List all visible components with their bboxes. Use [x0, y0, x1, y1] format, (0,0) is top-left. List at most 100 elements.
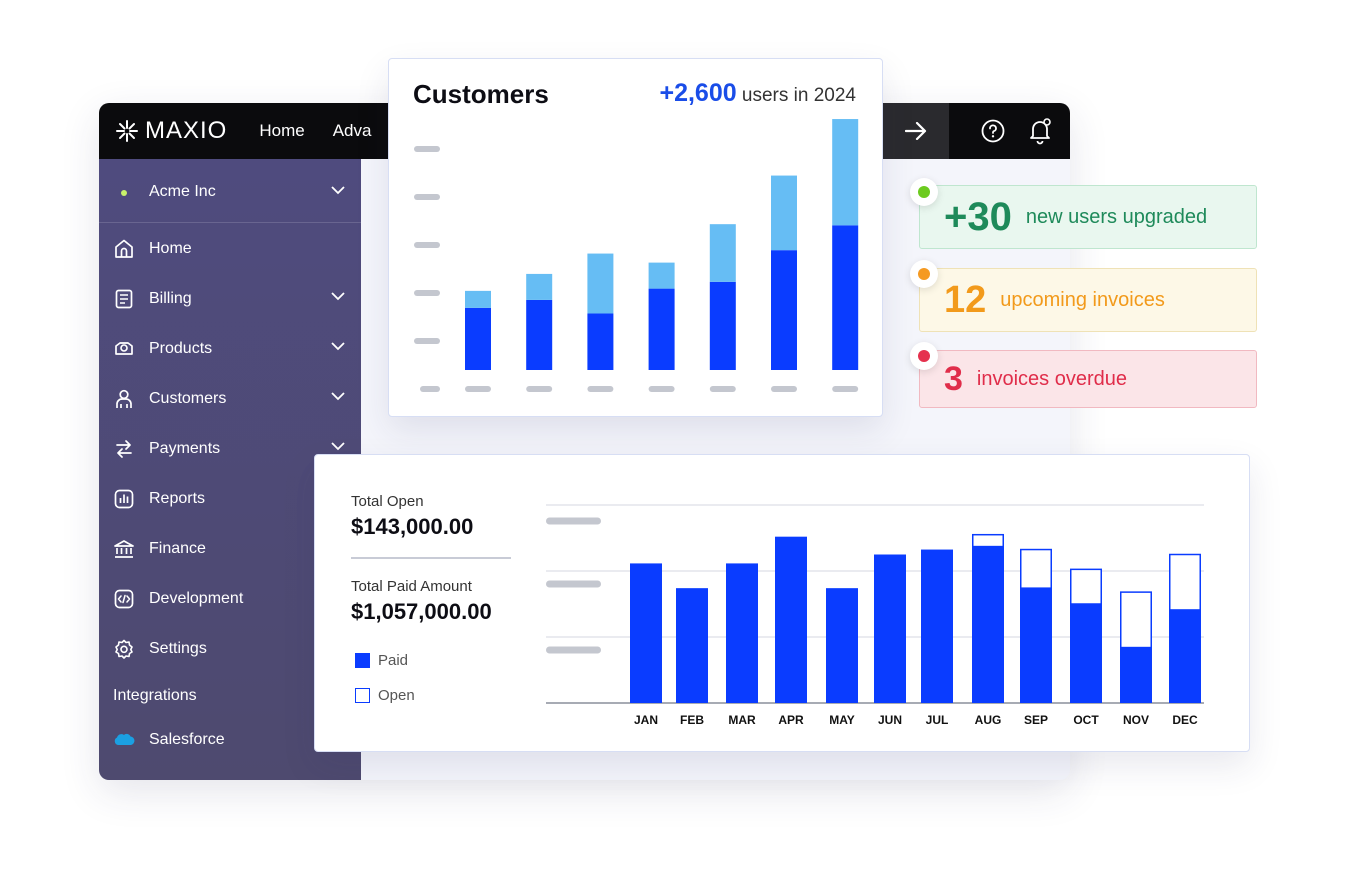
payments-icon [116, 440, 132, 458]
org-name: Acme Inc [149, 183, 216, 200]
sidebar-item-settings[interactable]: Settings [99, 630, 361, 670]
stat-text: invoices overdue [976, 367, 1128, 390]
x-tick-label: MAY [829, 713, 855, 727]
bar-dark [832, 225, 859, 370]
legend-swatch-paid [355, 653, 370, 668]
sidebar-item-label: Development [149, 590, 244, 607]
sidebar-item-label: Settings [149, 640, 207, 657]
legend-paid: Paid [355, 652, 408, 669]
home-icon [115, 239, 133, 258]
skeleton-y-tick [414, 194, 440, 200]
sidebar-item-home[interactable]: Home [99, 230, 361, 270]
sidebar-item-payments[interactable]: Payments [99, 430, 361, 470]
x-tick-label: AUG [975, 713, 1002, 727]
open-bar [1070, 568, 1102, 605]
paid-bar [1169, 609, 1201, 703]
org-switcher[interactable]: Acme Inc [99, 159, 361, 223]
total-open-value: $143,000.00 [351, 514, 474, 539]
maxio-logo[interactable]: MAXIO [115, 117, 227, 145]
sidebar-item-billing[interactable]: Billing [99, 280, 361, 320]
sidebar-item-label: Products [149, 340, 213, 357]
legend-open: Open [355, 687, 415, 704]
open-bar [1169, 553, 1201, 611]
skeleton-y-label [546, 646, 601, 654]
bar-dark [465, 307, 491, 370]
paid-bar [676, 588, 708, 703]
open-bar [1020, 548, 1052, 589]
skeleton-y-tick [414, 146, 440, 152]
logo-text: MAXIO [145, 117, 228, 144]
x-tick-label: JAN [634, 713, 658, 727]
skeleton-x-tick [420, 386, 440, 392]
org-status-dot [121, 190, 127, 196]
paid-bar [921, 549, 953, 703]
chevron-down-icon [331, 342, 345, 351]
sidebar-item-finance[interactable]: Finance [99, 530, 361, 570]
customers-card: Customers +2,600 users in 2024 [388, 58, 883, 417]
legend-swatch-open [355, 688, 370, 703]
skeleton-y-tick [414, 242, 440, 248]
customers-title: Customers [413, 79, 549, 109]
stat-value: 3 [944, 359, 963, 398]
bar-light [709, 224, 736, 282]
bar-dark [587, 313, 614, 370]
paid-bar [972, 546, 1004, 703]
x-tick-label: JUL [926, 713, 949, 727]
status-dot-orange [910, 260, 938, 288]
nav-advanced[interactable]: Adva [332, 121, 372, 140]
salesforce-icon [114, 733, 135, 745]
skeleton-y-tick [414, 290, 440, 296]
nav-home[interactable]: Home [259, 121, 305, 140]
reports-icon [114, 489, 134, 509]
chevron-down-icon [331, 186, 345, 195]
x-tick-label: APR [778, 713, 804, 727]
sidebar-item-label: Salesforce [149, 731, 225, 748]
sidebar-item-salesforce[interactable]: Salesforce [99, 721, 361, 761]
paid-bar [630, 563, 662, 703]
x-tick-label: OCT [1073, 713, 1099, 727]
paid-bar [1020, 588, 1052, 703]
paid-bar [874, 554, 906, 703]
customers-chart [414, 119, 859, 392]
help-icon[interactable] [981, 119, 1005, 143]
bar-light [465, 290, 491, 308]
customers-suffix: users in 2024 [741, 85, 856, 106]
bell-icon[interactable] [1027, 117, 1053, 145]
total-open-label: Total Open [351, 493, 424, 510]
asterisk-logo-icon [116, 120, 138, 142]
skeleton-x-tick [832, 386, 859, 392]
products-icon [115, 342, 133, 355]
x-tick-label: FEB [680, 713, 704, 727]
chevron-down-icon [331, 392, 345, 401]
sidebar-item-products[interactable]: Products [99, 330, 361, 370]
bar-light [526, 273, 553, 300]
legend-label: Paid [378, 652, 409, 669]
bar-light [771, 175, 797, 251]
skeleton-y-tick [414, 338, 440, 344]
paid-bar [775, 536, 807, 703]
chevron-down-icon [331, 292, 345, 301]
paid-bar [826, 588, 858, 703]
bar-light [832, 119, 859, 226]
integrations-heading: Integrations [113, 687, 197, 704]
open-bar [1120, 591, 1152, 649]
sidebar-item-label: Payments [149, 440, 221, 457]
sidebar-item-customers[interactable]: Customers [99, 380, 361, 420]
stat-upgraded: +30 new users upgraded [919, 185, 1257, 249]
customers-summary: +2,600 users in 2024 [659, 79, 856, 108]
sidebar-item-reports[interactable]: Reports [99, 480, 361, 520]
x-tick-label: JUN [878, 713, 902, 727]
sidebar-item-development[interactable]: Development [99, 580, 361, 620]
skeleton-y-label [546, 517, 601, 525]
bar-dark [771, 250, 797, 370]
stat-upcoming: 12 upcoming invoices [919, 268, 1257, 332]
arrow-button[interactable] [883, 103, 949, 159]
arrow-right-icon [905, 122, 927, 140]
total-paid-value: $1,057,000.00 [351, 599, 492, 624]
summary-divider [351, 557, 511, 559]
sidebar-item-label: Home [149, 240, 192, 257]
finance-icon [114, 540, 134, 558]
billing-icon [115, 289, 133, 309]
stat-text: new users upgraded [1025, 205, 1208, 228]
stat-text: upcoming invoices [1000, 288, 1165, 311]
